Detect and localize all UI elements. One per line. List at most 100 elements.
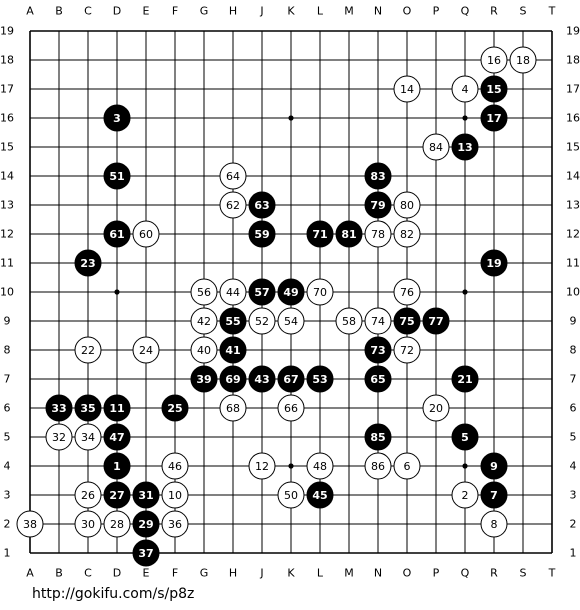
black-stone[interactable]: 5 <box>451 423 479 451</box>
black-stone[interactable]: 53 <box>306 365 334 393</box>
white-stone[interactable]: 60 <box>132 220 160 248</box>
white-stone[interactable]: 24 <box>132 336 160 364</box>
black-stone[interactable]: 73 <box>364 336 392 364</box>
white-stone[interactable]: 84 <box>422 133 450 161</box>
black-stone[interactable]: 31 <box>132 481 160 509</box>
white-stone[interactable]: 22 <box>74 336 102 364</box>
black-stone[interactable]: 27 <box>103 481 131 509</box>
white-stone[interactable]: 66 <box>277 394 305 422</box>
stone-disc <box>219 394 247 422</box>
black-stone[interactable]: 71 <box>306 220 334 248</box>
white-stone[interactable]: 26 <box>74 481 102 509</box>
white-stone[interactable]: 78 <box>364 220 392 248</box>
white-stone[interactable]: 12 <box>248 452 276 480</box>
white-stone[interactable]: 6 <box>393 452 421 480</box>
black-stone[interactable]: 11 <box>103 394 131 422</box>
black-stone[interactable]: 21 <box>451 365 479 393</box>
black-stone[interactable]: 23 <box>74 249 102 277</box>
white-stone[interactable]: 20 <box>422 394 450 422</box>
black-stone[interactable]: 61 <box>103 220 131 248</box>
white-stone[interactable]: 16 <box>480 46 508 74</box>
white-stone[interactable]: 56 <box>190 278 218 306</box>
row-label: 14 <box>566 170 580 183</box>
black-stone[interactable]: 81 <box>335 220 363 248</box>
black-stone[interactable]: 83 <box>364 162 392 190</box>
row-label: 10 <box>566 286 580 299</box>
black-stone[interactable]: 69 <box>219 365 247 393</box>
black-stone[interactable]: 35 <box>74 394 102 422</box>
black-stone[interactable]: 13 <box>451 133 479 161</box>
black-stone[interactable]: 77 <box>422 307 450 335</box>
move-number: 57 <box>254 286 269 299</box>
white-stone[interactable]: 36 <box>161 510 189 538</box>
black-stone[interactable]: 9 <box>480 452 508 480</box>
white-stone[interactable]: 58 <box>335 307 363 335</box>
black-stone[interactable]: 65 <box>364 365 392 393</box>
white-stone[interactable]: 46 <box>161 452 189 480</box>
black-stone[interactable]: 79 <box>364 191 392 219</box>
move-number: 82 <box>400 228 414 241</box>
white-stone[interactable]: 2 <box>451 481 479 509</box>
white-stone[interactable]: 62 <box>219 191 247 219</box>
black-stone[interactable]: 63 <box>248 191 276 219</box>
white-stone[interactable]: 64 <box>219 162 247 190</box>
black-stone[interactable]: 47 <box>103 423 131 451</box>
white-stone[interactable]: 40 <box>190 336 218 364</box>
white-stone[interactable]: 68 <box>219 394 247 422</box>
row-label: 11 <box>566 257 580 270</box>
white-stone[interactable]: 14 <box>393 75 421 103</box>
stone-disc <box>509 46 537 74</box>
black-stone[interactable]: 45 <box>306 481 334 509</box>
white-stone[interactable]: 18 <box>509 46 537 74</box>
stone-disc <box>74 394 102 422</box>
black-stone[interactable]: 85 <box>364 423 392 451</box>
white-stone[interactable]: 42 <box>190 307 218 335</box>
black-stone[interactable]: 1 <box>103 452 131 480</box>
white-stone[interactable]: 28 <box>103 510 131 538</box>
column-label: L <box>317 567 324 580</box>
white-stone[interactable]: 30 <box>74 510 102 538</box>
white-stone[interactable]: 72 <box>393 336 421 364</box>
white-stone[interactable]: 38 <box>16 510 44 538</box>
white-stone[interactable]: 74 <box>364 307 392 335</box>
stone-disc <box>364 307 392 335</box>
black-stone[interactable]: 55 <box>219 307 247 335</box>
black-stone[interactable]: 29 <box>132 510 160 538</box>
white-stone[interactable]: 32 <box>45 423 73 451</box>
black-stone[interactable]: 37 <box>132 539 160 567</box>
black-stone[interactable]: 3 <box>103 104 131 132</box>
white-stone[interactable]: 52 <box>248 307 276 335</box>
white-stone[interactable]: 82 <box>393 220 421 248</box>
black-stone[interactable]: 17 <box>480 104 508 132</box>
white-stone[interactable]: 44 <box>219 278 247 306</box>
row-label: 3 <box>570 489 577 502</box>
column-label: T <box>548 567 556 580</box>
white-stone[interactable]: 10 <box>161 481 189 509</box>
white-stone[interactable]: 50 <box>277 481 305 509</box>
black-stone[interactable]: 57 <box>248 278 276 306</box>
white-stone[interactable]: 70 <box>306 278 334 306</box>
black-stone[interactable]: 51 <box>103 162 131 190</box>
black-stone[interactable]: 75 <box>393 307 421 335</box>
black-stone[interactable]: 15 <box>480 75 508 103</box>
black-stone[interactable]: 25 <box>161 394 189 422</box>
black-stone[interactable]: 33 <box>45 394 73 422</box>
black-stone[interactable]: 67 <box>277 365 305 393</box>
white-stone[interactable]: 8 <box>480 510 508 538</box>
black-stone[interactable]: 41 <box>219 336 247 364</box>
source-url[interactable]: http://gokifu.com/s/p8z <box>32 586 195 602</box>
black-stone[interactable]: 39 <box>190 365 218 393</box>
white-stone[interactable]: 76 <box>393 278 421 306</box>
black-stone[interactable]: 49 <box>277 278 305 306</box>
white-stone[interactable]: 54 <box>277 307 305 335</box>
white-stone[interactable]: 80 <box>393 191 421 219</box>
black-stone[interactable]: 43 <box>248 365 276 393</box>
white-stone[interactable]: 4 <box>451 75 479 103</box>
white-stone[interactable]: 34 <box>74 423 102 451</box>
black-stone[interactable]: 7 <box>480 481 508 509</box>
black-stone[interactable]: 19 <box>480 249 508 277</box>
black-stone[interactable]: 59 <box>248 220 276 248</box>
white-stone[interactable]: 86 <box>364 452 392 480</box>
row-label: 1 <box>4 547 11 560</box>
white-stone[interactable]: 48 <box>306 452 334 480</box>
